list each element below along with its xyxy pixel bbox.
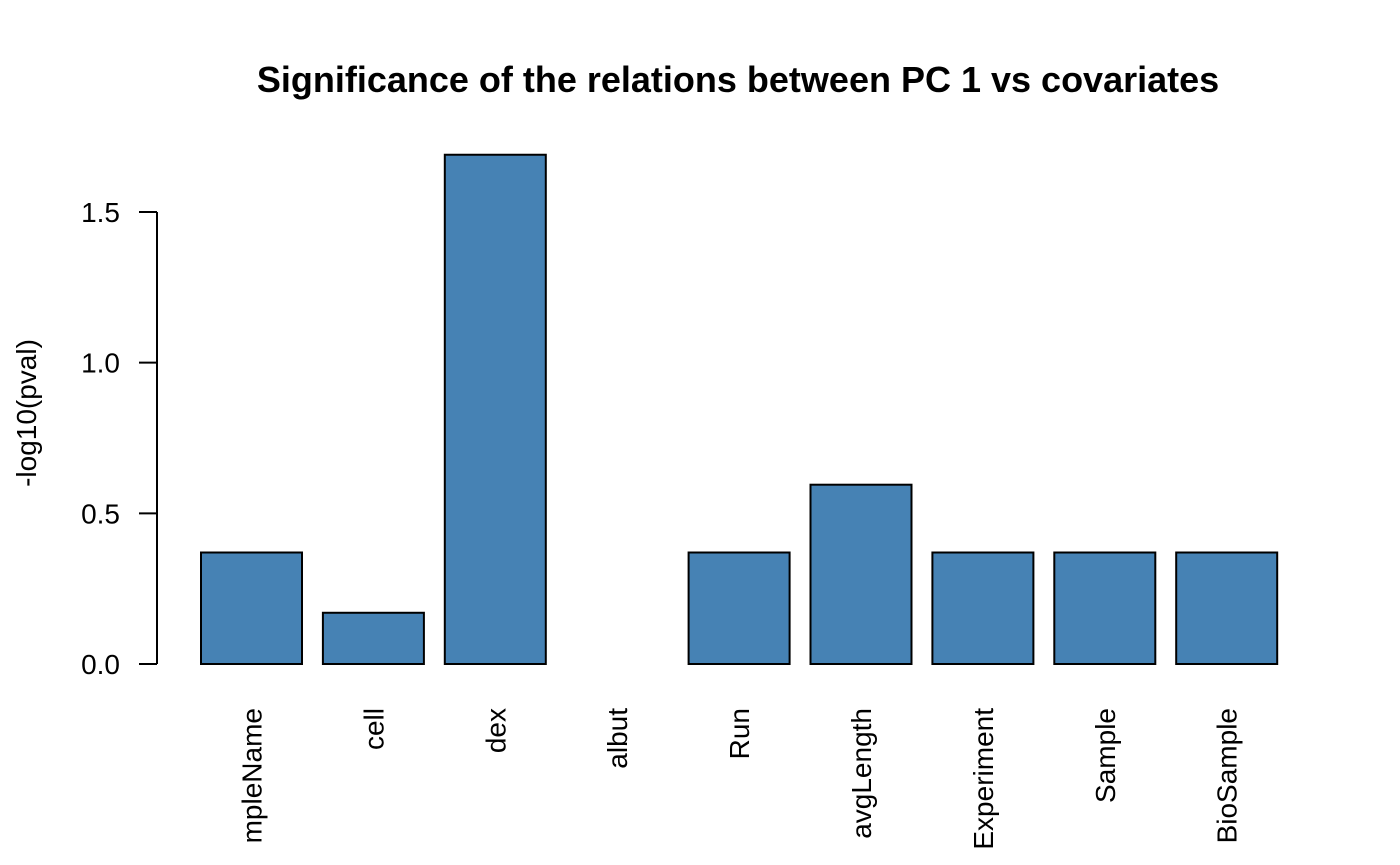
x-category-label: Sample (1090, 708, 1121, 803)
x-category-label: Run (724, 708, 755, 759)
bar (809, 483, 913, 665)
y-tick-label: 0.0 (81, 649, 120, 680)
category-labels: mpleName cell dex albut Run avgLength Experime… (237, 708, 1243, 850)
x-category-label: mpleName (237, 708, 268, 843)
bar (200, 551, 303, 665)
bar (1053, 551, 1157, 665)
x-category-label: BioSample (1212, 708, 1243, 843)
chart-title: Significance of the relations between PC… (257, 59, 1219, 100)
bar (321, 611, 425, 665)
y-axis-label: -log10(pval) (11, 339, 42, 487)
x-category-label: Experiment (968, 708, 999, 850)
bars (200, 153, 1279, 665)
bar (1175, 551, 1279, 665)
x-category-label: dex (480, 708, 511, 753)
x-category-label: cell (358, 708, 389, 750)
y-tick-label: 1.5 (81, 197, 120, 228)
y-axis: 0.0 0.5 1.0 1.5 (81, 197, 158, 680)
x-category-label: albut (602, 708, 633, 769)
y-tick-label: 0.5 (81, 498, 120, 529)
y-tick-label: 1.0 (81, 348, 120, 379)
bar (687, 551, 791, 665)
x-category-label: avgLength (846, 708, 877, 839)
bar (931, 551, 1035, 665)
bar (443, 153, 547, 665)
